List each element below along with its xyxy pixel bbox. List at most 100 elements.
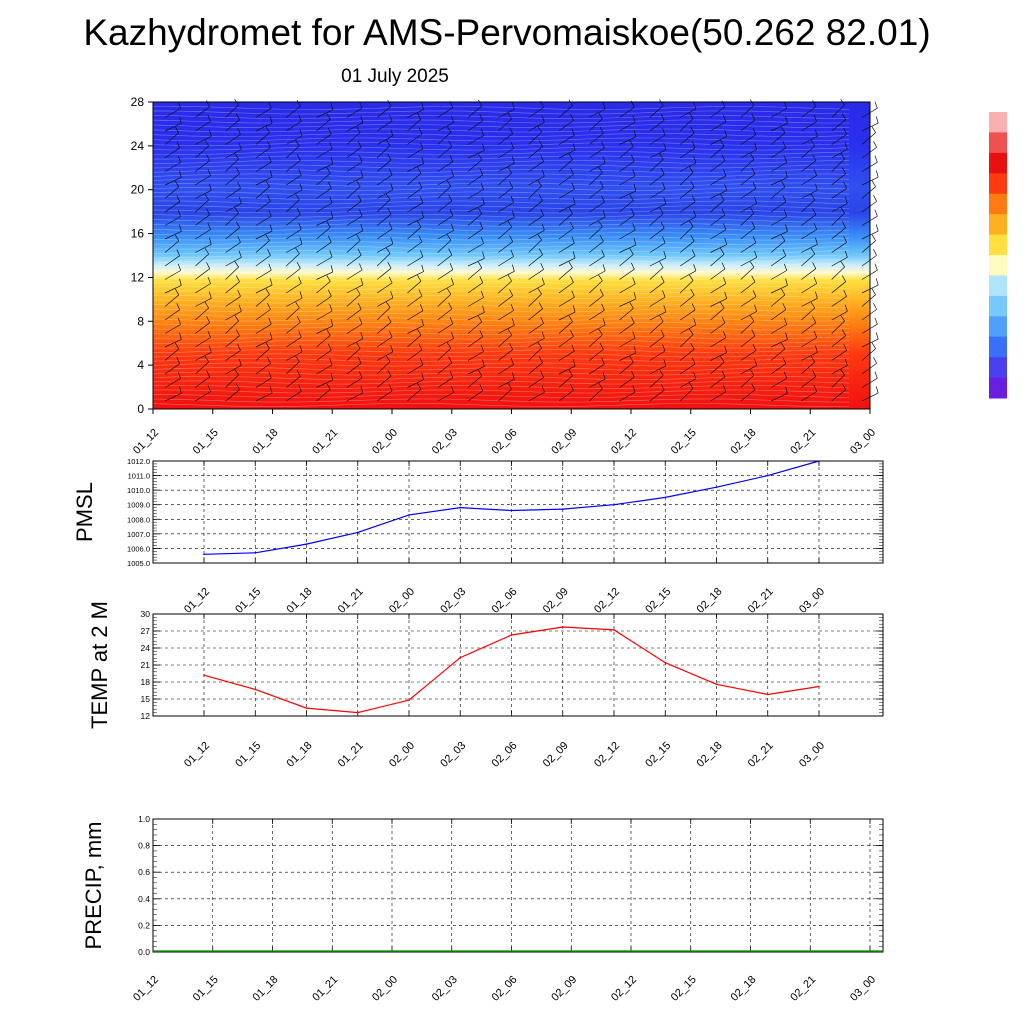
wind-barb: [376, 351, 394, 361]
wind-barb-flag: [749, 207, 755, 214]
contour-line: [152, 178, 850, 182]
wind-barb: [770, 270, 787, 280]
wind-barb-flag: [359, 209, 363, 217]
wind-barb: [346, 338, 364, 348]
wind-barb-flag: [388, 114, 393, 122]
wind-barb-flag: [298, 276, 302, 284]
wind-barb-flag: [357, 248, 362, 256]
wind-barb: [286, 160, 301, 172]
series-point: [305, 707, 308, 709]
wind-barb: [255, 107, 272, 118]
wind-barb-flag: [871, 288, 876, 295]
wind-barb-flag: [598, 328, 603, 335]
wind-barb-flag: [633, 292, 637, 299]
wind-barb-flag: [390, 291, 394, 298]
wind-barb-flag: [690, 288, 695, 296]
wind-barb-flag: [723, 223, 727, 230]
wind-barb: [649, 203, 667, 213]
wind-barb-flag: [482, 251, 485, 259]
wind-barb: [558, 365, 576, 375]
colorbar-swatch: [989, 112, 1007, 133]
wind-barb: [437, 161, 453, 172]
wind-barb-flag: [330, 157, 334, 164]
wind-barb: [376, 135, 394, 145]
wind-barb-flag: [721, 262, 726, 270]
wind-barb-flag: [720, 248, 725, 255]
wind-barb: [407, 256, 424, 267]
wind-barb-flag: [568, 315, 573, 322]
wind-barb: [801, 307, 816, 321]
wind-barb: [255, 363, 271, 375]
contour-line: [152, 133, 850, 137]
wind-barb-flag: [572, 143, 576, 151]
wind-barb-flag: [509, 235, 514, 242]
wind-barb-flag: [810, 355, 816, 363]
wind-barb-flag: [360, 277, 364, 285]
x-tick-label: 01_18: [285, 740, 315, 770]
wind-barb-flag: [174, 342, 180, 350]
wind-barb: [225, 374, 239, 388]
wind-barb: [831, 335, 846, 348]
wind-barb-flag: [844, 358, 848, 366]
wind-barb: [225, 256, 242, 267]
wind-barb-flag: [509, 343, 514, 350]
wind-barb: [619, 283, 636, 294]
wind-barb-flag: [510, 357, 514, 365]
wind-barb-flag: [511, 318, 515, 326]
wind-barb-flag: [357, 140, 362, 148]
wind-barb-flag: [330, 265, 334, 272]
wind-barb: [831, 134, 847, 145]
contour-line: [152, 263, 850, 268]
wind-barb-flag: [599, 181, 604, 188]
wind-barb: [619, 160, 635, 172]
wind-barb: [437, 200, 453, 213]
y-tick-label: 1009.0: [127, 501, 150, 510]
wind-barb-flag: [783, 101, 788, 109]
wind-barb: [255, 294, 270, 307]
wind-barb: [255, 230, 273, 240]
wind-barb: [740, 365, 757, 375]
wind-barb-flag: [179, 170, 182, 178]
wind-barb-flag: [659, 369, 664, 376]
wind-barb-flag: [179, 116, 182, 124]
wind-barb: [710, 298, 727, 307]
wind-barb-flag: [360, 331, 364, 339]
wind-barb: [376, 174, 393, 186]
wind-barb-flag: [602, 372, 606, 380]
wind-barb: [164, 363, 180, 375]
wind-barb-flag: [207, 384, 211, 392]
wind-barb: [346, 107, 363, 118]
series-point: [613, 629, 615, 631]
wind-barb-flag: [299, 129, 303, 137]
wind-barb: [740, 311, 757, 321]
wind-barb-flag: [663, 142, 667, 150]
wind-barb: [740, 281, 756, 294]
wind-barb: [528, 229, 545, 240]
wind-barb: [195, 243, 212, 253]
wind-barb-flag: [204, 355, 209, 363]
wind-barb-flag: [298, 384, 302, 392]
wind-barb-flag: [480, 182, 484, 190]
x-tick-label: 02_15: [643, 586, 673, 616]
series-point: [357, 711, 359, 714]
wind-barb: [255, 309, 271, 321]
series-point: [510, 634, 513, 636]
wind-barb-flag: [724, 237, 728, 245]
wind-barb: [346, 215, 363, 226]
wind-barb: [680, 378, 697, 388]
wind-barb: [740, 296, 757, 307]
x-tick-label: 02_06: [490, 740, 520, 770]
wind-barb-flag: [295, 193, 300, 200]
wind-barb: [437, 131, 452, 145]
wind-barb-flag: [632, 223, 636, 231]
wind-barb-flag: [749, 153, 755, 160]
wind-barb: [467, 366, 485, 375]
wind-barb: [346, 122, 364, 132]
wind-barb-flag: [785, 332, 788, 340]
wind-barb: [376, 282, 393, 294]
x-tick-label: 02_00: [387, 740, 417, 770]
wind-barb: [467, 243, 484, 253]
wind-barb: [467, 150, 485, 159]
wind-barb-flag: [206, 100, 211, 107]
